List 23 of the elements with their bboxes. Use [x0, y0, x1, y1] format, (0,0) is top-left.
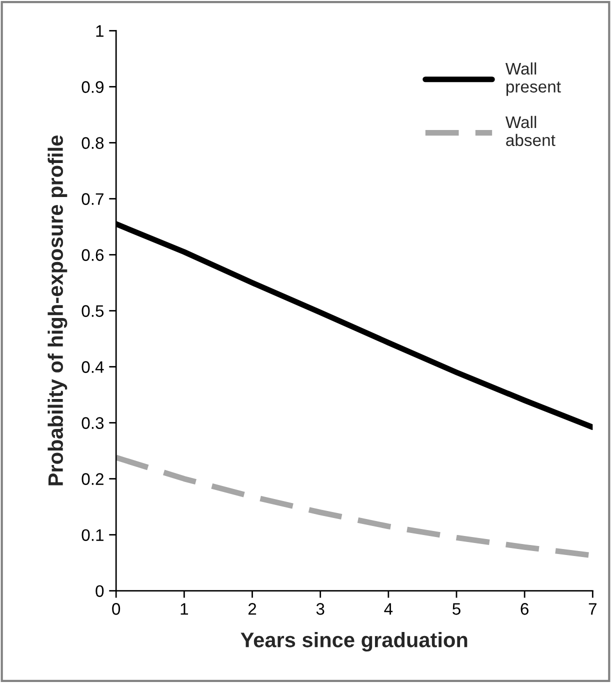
legend-label: Wall absent — [505, 116, 556, 146]
y-tick-label: 0.5 — [82, 305, 104, 317]
x-axis-title: Years since graduation — [240, 632, 468, 652]
x-tick-label: 3 — [316, 603, 324, 615]
y-tick-label: 0.4 — [82, 361, 104, 373]
y-tick-label: 0.6 — [82, 249, 104, 261]
x-tick-label: 2 — [248, 603, 256, 615]
y-tick-label: 0.9 — [82, 81, 104, 93]
y-tick-label: 0.1 — [82, 529, 104, 541]
legend-label: Wall present — [505, 62, 561, 96]
x-tick-label: 0 — [112, 603, 120, 615]
x-tick-label: 5 — [452, 603, 460, 615]
y-tick-label: 0 — [96, 585, 104, 597]
x-tick-label: 1 — [180, 603, 188, 615]
x-tick-label: 7 — [588, 603, 596, 615]
x-tick-label: 4 — [384, 603, 393, 615]
y-tick-label: 0.7 — [82, 193, 104, 205]
y-tick-label: 0.8 — [82, 137, 104, 149]
x-tick-label: 6 — [520, 603, 528, 615]
y-tick-label: 0.2 — [82, 473, 104, 485]
y-tick-label: 1 — [96, 25, 104, 37]
y-axis-title: Probability of high-exposure profile — [48, 136, 68, 486]
y-tick-label: 0.3 — [82, 417, 104, 429]
